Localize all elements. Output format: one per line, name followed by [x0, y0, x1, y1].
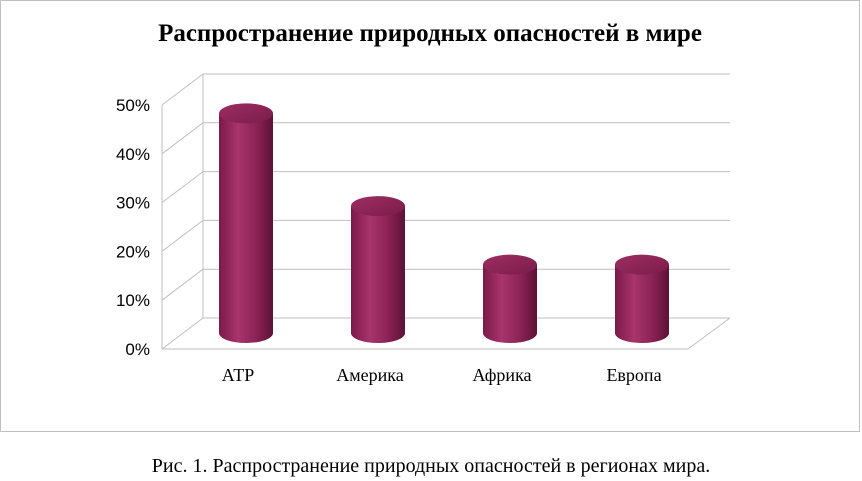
side-gridline — [161, 171, 204, 203]
side-gridline — [161, 268, 204, 301]
side-gridline — [161, 73, 204, 106]
bar — [483, 254, 537, 343]
y-tick-label: 30% — [116, 194, 150, 213]
chart-title: Распространение природных опасностей в м… — [158, 20, 702, 47]
chart-frame — [0, 0, 860, 432]
y-tick-label: 0% — [125, 340, 150, 359]
side-gridline — [161, 220, 204, 252]
bar-top — [219, 103, 273, 124]
x-category-label: Африка — [472, 365, 531, 385]
bar-top — [483, 254, 537, 275]
y-tick-label: 50% — [116, 96, 150, 115]
bar-body — [483, 264, 537, 343]
y-tick-label: 20% — [116, 242, 150, 261]
side-gridline — [161, 317, 204, 350]
bar-body — [351, 206, 405, 343]
x-category-label: АТР — [222, 365, 254, 385]
bar-body — [615, 264, 669, 343]
bar-top — [615, 254, 669, 275]
y-tick-label: 10% — [116, 291, 150, 310]
figure-caption: Рис. 1. Распространение природных опасно… — [151, 455, 711, 477]
x-category-label: Америка — [336, 365, 403, 385]
bar-body — [219, 113, 273, 344]
x-category-label: Европа — [606, 365, 661, 385]
floor-right-edge — [687, 317, 731, 350]
x-axis-categories: АТР Америка Африка Европа — [222, 365, 662, 385]
side-gridline — [161, 122, 204, 155]
bar — [219, 103, 273, 344]
bar — [615, 254, 669, 343]
chart-plot: 0% 10% 20% 30% 40% 50% АТР Америка Африка Европа — [116, 73, 731, 385]
y-axis-ticks: 0% 10% 20% 30% 40% 50% — [116, 96, 150, 359]
bar-top — [351, 196, 405, 217]
bars — [219, 103, 669, 344]
y-tick-label: 40% — [116, 145, 150, 164]
bar — [351, 196, 405, 343]
